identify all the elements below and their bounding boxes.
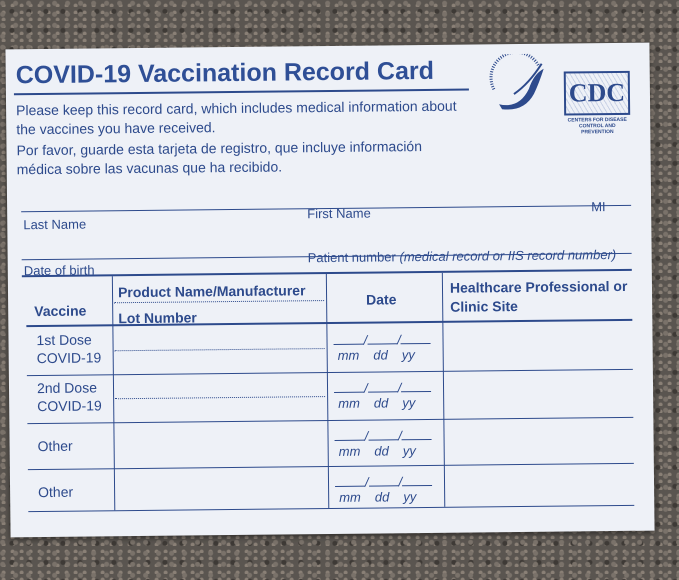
header-lot: Lot Number (118, 309, 197, 327)
cdc-logo: CDC (563, 70, 631, 116)
site-field[interactable] (447, 419, 631, 463)
mm-label: mm (337, 347, 360, 363)
intro-english: Please keep this record card, which incl… (16, 97, 457, 138)
yy-label: yy (401, 347, 415, 363)
row-vaccine-label: Other (38, 437, 73, 455)
hhs-eagle-logo (484, 50, 555, 125)
row-label-line1: 1st Dose (36, 331, 92, 349)
header-dotted (114, 300, 325, 304)
yy-label: yy (403, 489, 417, 505)
date-field[interactable]: / / mm dd yy (334, 472, 440, 505)
patient-number-note: (medical record or IIS record number) (399, 247, 617, 265)
patient-number-text: Patient number (307, 249, 396, 266)
header-date: Date (366, 291, 397, 308)
row-label-line1: Other (37, 437, 73, 455)
col-divider (441, 272, 446, 507)
dd-label: dd (374, 443, 389, 459)
vaccination-card: COVID-19 Vaccination Record Card Please … (5, 42, 655, 538)
header-product: Product Name/Manufacturer (117, 282, 306, 301)
mi-label: MI (591, 199, 606, 215)
header-vaccine: Vaccine (34, 302, 87, 320)
product-lot-field[interactable] (116, 326, 322, 372)
col-divider (325, 274, 330, 509)
dd-label: dd (374, 489, 390, 505)
site-field[interactable] (448, 465, 632, 505)
mm-label: mm (339, 489, 361, 505)
row-label-line1: Other (38, 483, 74, 501)
row-label-line2: COVID-19 (37, 397, 102, 415)
date-field[interactable]: / / mm dd yy (334, 426, 439, 459)
date-field[interactable]: / / mm dd yy (333, 378, 439, 411)
yy-label: yy (402, 443, 416, 459)
intro-spanish: Por favor, guarde esta tarjeta de regist… (16, 138, 423, 178)
patient-number-label: Patient number (medical record or IIS re… (308, 247, 617, 265)
product-lot-field[interactable] (117, 374, 323, 420)
row-vaccine-label: 2nd Dose COVID-19 (37, 378, 102, 415)
site-field[interactable] (446, 323, 630, 369)
cdc-subtitle: CENTERS FOR DISEASE CONTROL AND PREVENTI… (567, 116, 627, 136)
yy-label: yy (402, 395, 416, 411)
dd-label: dd (373, 347, 388, 363)
date-field[interactable]: / / mm dd yy (333, 330, 438, 363)
row-label-line1: 2nd Dose (36, 379, 98, 397)
product-lot-field[interactable] (117, 422, 323, 466)
row-vaccine-label: 1st Dose COVID-19 (36, 330, 101, 367)
first-name-label: First Name (307, 205, 371, 222)
mm-label: mm (338, 443, 361, 459)
col-divider (111, 276, 116, 511)
header-site: Healthcare Professional or Clinic Site (449, 277, 628, 315)
row-label-line2: COVID-19 (36, 349, 102, 367)
last-name-label: Last Name (23, 216, 87, 233)
product-lot-field[interactable] (118, 468, 324, 508)
mm-label: mm (338, 395, 360, 411)
row-vaccine-label: Other (38, 483, 73, 501)
dd-label: dd (373, 395, 389, 411)
site-field[interactable] (447, 371, 631, 417)
card-title: COVID-19 Vaccination Record Card (15, 56, 435, 90)
